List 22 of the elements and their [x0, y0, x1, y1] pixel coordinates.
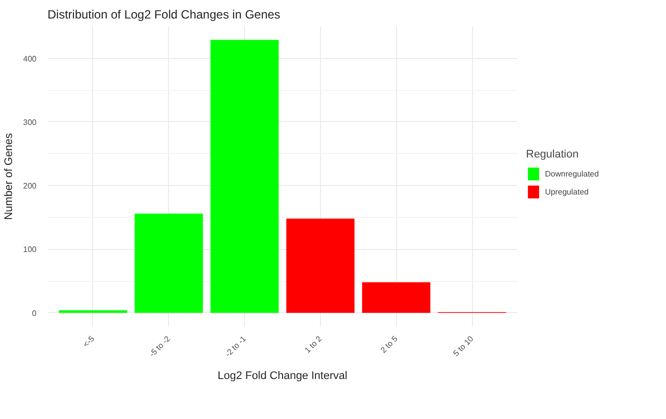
- legend-label: Downregulated: [545, 169, 599, 178]
- x-tick-label: <-5: [81, 334, 97, 350]
- bar: [134, 214, 203, 313]
- x-tick-label: 5 to 10: [452, 334, 476, 358]
- y-tick-label: 400: [23, 54, 38, 64]
- bar: [210, 40, 279, 313]
- x-axis-title: Log2 Fold Change Interval: [218, 370, 348, 382]
- bar: [286, 218, 355, 313]
- y-tick-label: 100: [23, 245, 38, 254]
- chart-title: Distribution of Log2 Fold Changes in Genes: [48, 8, 280, 22]
- bar: [362, 282, 430, 313]
- x-tick-label: -2 to -1: [223, 334, 248, 359]
- x-tick-label: 1 to 2: [303, 334, 324, 355]
- legend-title: Regulation: [526, 148, 580, 160]
- y-tick-label: 0: [32, 308, 38, 318]
- x-tick-label: -5 to -2: [148, 334, 172, 359]
- x-tick-label: 2 to 5: [378, 334, 400, 355]
- y-tick-label: 200: [23, 182, 38, 191]
- y-axis-title: Number of Genes: [3, 132, 16, 220]
- bar: [58, 310, 128, 313]
- legend-label: Upregulated: [545, 187, 589, 196]
- y-tick-label: 300: [23, 118, 38, 127]
